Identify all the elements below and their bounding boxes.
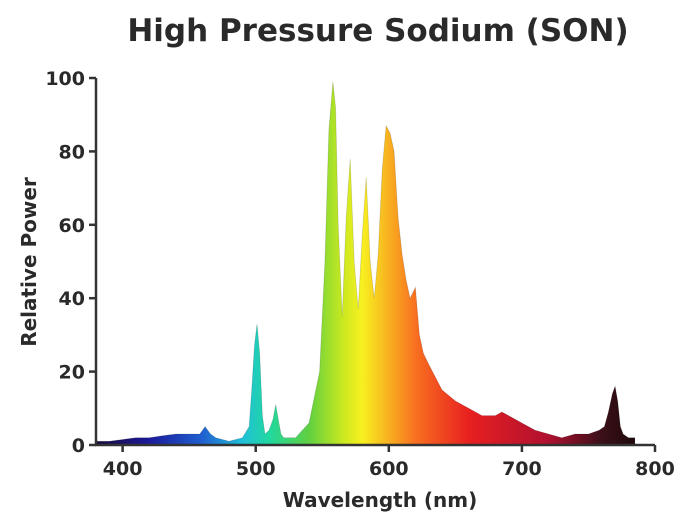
y-tick-label-80: 80 — [59, 141, 85, 163]
y-tick-label-40: 40 — [59, 288, 85, 310]
y-tick-label-100: 100 — [45, 68, 85, 90]
x-tick-label-800: 800 — [635, 458, 675, 480]
x-tick-label-600: 600 — [369, 458, 409, 480]
x-tick-label-400: 400 — [103, 458, 143, 480]
x-tick-label-500: 500 — [236, 458, 276, 480]
x-tick-label-700: 700 — [502, 458, 542, 480]
y-tick-label-20: 20 — [59, 362, 85, 384]
chart-title: High Pressure Sodium (SON) — [127, 13, 628, 49]
y-tick-label-0: 0 — [72, 435, 85, 457]
y-tick-label-60: 60 — [59, 215, 85, 237]
x-ticks: 400 500 600 700 800 — [103, 445, 675, 480]
x-axis-label: Wavelength (nm) — [283, 488, 478, 512]
spectrum-area — [96, 81, 636, 445]
plot-area — [96, 81, 636, 445]
y-axis-label: Relative Power — [17, 177, 41, 347]
axes — [94, 78, 655, 447]
y-ticks: 0 20 40 60 80 100 — [45, 68, 96, 457]
spectrum-outline — [96, 81, 635, 442]
